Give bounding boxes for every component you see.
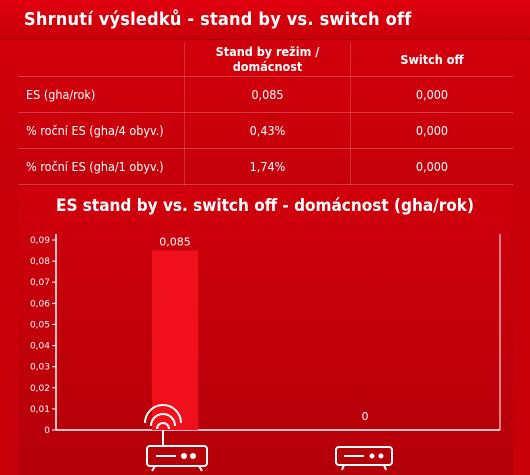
- switchoff-value: 0,000: [350, 76, 513, 113]
- router-icon: [144, 404, 208, 472]
- header-switchoff: Switch off: [350, 42, 513, 77]
- y-tick-label: 0,07: [30, 278, 50, 288]
- chart-panel: [18, 186, 513, 475]
- switchoff-value: 0,000: [350, 148, 513, 185]
- chart-title: ES stand by vs. switch off - domácnost (…: [56, 196, 474, 216]
- header-empty: [18, 42, 185, 77]
- chart-data-labels: 0,085 0: [159, 236, 368, 423]
- bar: [152, 250, 198, 430]
- standby-value: 0,085: [184, 76, 351, 113]
- summary-table: Stand by režim / domácnost Switch off ES…: [18, 42, 513, 185]
- chart-axes: 0 0,01 0,02 0,03 0,04 0,05 0,06 0,07 0,08 0,09: [30, 234, 501, 436]
- switchoff-value: 0,000: [350, 112, 513, 149]
- y-tick-label: 0,09: [30, 236, 50, 246]
- bar-data-label: 0,085: [159, 236, 191, 249]
- y-tick-label: 0,01: [30, 405, 50, 415]
- row-label: % roční ES (gha/1 obyv.): [18, 148, 185, 185]
- y-tick-label: 0,02: [30, 384, 50, 394]
- standby-value: 1,74%: [184, 148, 351, 185]
- standby-value: 0,43%: [184, 112, 351, 149]
- settop-box-icon: [335, 446, 393, 471]
- row-label: ES (gha/rok): [18, 76, 185, 113]
- y-tick-label: 0,05: [30, 320, 50, 330]
- table-header-row: Stand by režim / domácnost Switch off: [18, 42, 513, 77]
- header-standby: Stand by režim / domácnost: [184, 42, 351, 77]
- table-row: % roční ES (gha/1 obyv.) 1,74% 0,000: [18, 148, 513, 185]
- y-tick-label: 0,08: [30, 257, 50, 267]
- table-row: ES (gha/rok) 0,085 0,000: [18, 76, 513, 113]
- y-tick-label: 0,06: [30, 299, 50, 309]
- y-tick-label: 0,03: [30, 363, 50, 373]
- table-row: % roční ES (gha/4 obyv.) 0,43% 0,000: [18, 112, 513, 149]
- y-tick-label: 0,04: [30, 342, 50, 352]
- y-tick-label: 0: [44, 426, 50, 436]
- page-title: Shrnutí výsledků - stand by vs. switch o…: [0, 0, 530, 40]
- chart-bars: [152, 250, 198, 430]
- bar-data-label: 0: [362, 410, 369, 423]
- row-label: % roční ES (gha/4 obyv.): [18, 112, 185, 149]
